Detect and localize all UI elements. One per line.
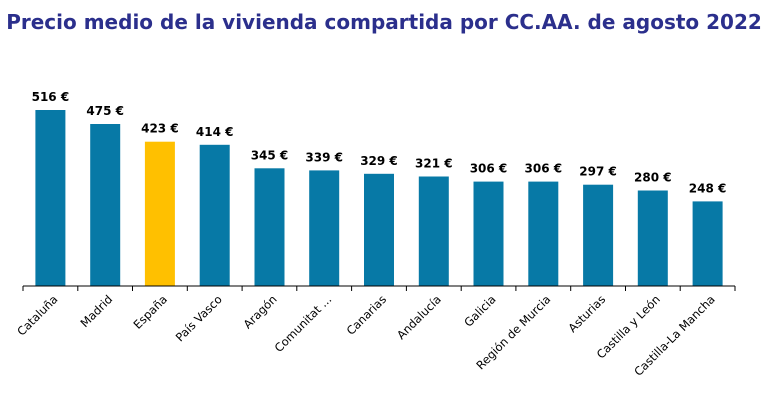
value-label-9: 306 € (525, 162, 563, 176)
bar-0 (35, 110, 66, 286)
category-label-0: Cataluña (14, 292, 60, 338)
category-label-10: Asturias (565, 292, 608, 335)
bars-layer (35, 110, 723, 286)
value-label-1: 475 € (86, 104, 124, 118)
bar-11 (637, 190, 668, 286)
bar-3 (199, 144, 230, 286)
chart-title: Precio medio de la vivienda compartida p… (6, 10, 762, 34)
bar-4 (254, 168, 285, 286)
category-label-1: Madrid (77, 292, 115, 330)
value-label-4: 345 € (251, 148, 289, 162)
bar-8 (473, 181, 504, 286)
value-label-12: 248 € (689, 181, 727, 195)
value-label-0: 516 € (32, 90, 70, 104)
value-label-6: 329 € (360, 154, 398, 168)
bar-9 (528, 181, 559, 286)
category-label-8: Galicia (461, 292, 498, 329)
bar-10 (583, 184, 614, 286)
bar-6 (364, 173, 394, 286)
category-label-5: Comunitat ... (272, 292, 335, 355)
bar-12 (692, 201, 723, 286)
category-label-2: España (130, 292, 170, 332)
bar-7 (418, 176, 449, 286)
value-labels-layer: 516 € 475 € 423 € 414 € 345 € 339 € 329 € 321 €… (32, 90, 727, 195)
category-label-3: País Vasco (173, 292, 225, 344)
category-label-4: Aragón (241, 292, 280, 331)
value-label-10: 297 € (579, 165, 617, 179)
value-label-5: 339 € (305, 150, 343, 164)
value-label-11: 280 € (634, 171, 672, 185)
bar-2 (144, 141, 175, 286)
category-label-6: Canarias (344, 292, 390, 338)
bar-1 (90, 124, 121, 286)
category-labels-layer: Cataluña Madrid España País Vasco AragónComu… (14, 292, 717, 379)
category-label-7: Andalucía (394, 292, 444, 342)
value-label-8: 306 € (470, 162, 508, 176)
value-label-2: 423 € (141, 122, 179, 136)
value-label-3: 414 € (196, 125, 234, 139)
bar-5 (309, 170, 340, 286)
value-label-7: 321 € (415, 157, 453, 171)
x-axis (22, 285, 736, 291)
